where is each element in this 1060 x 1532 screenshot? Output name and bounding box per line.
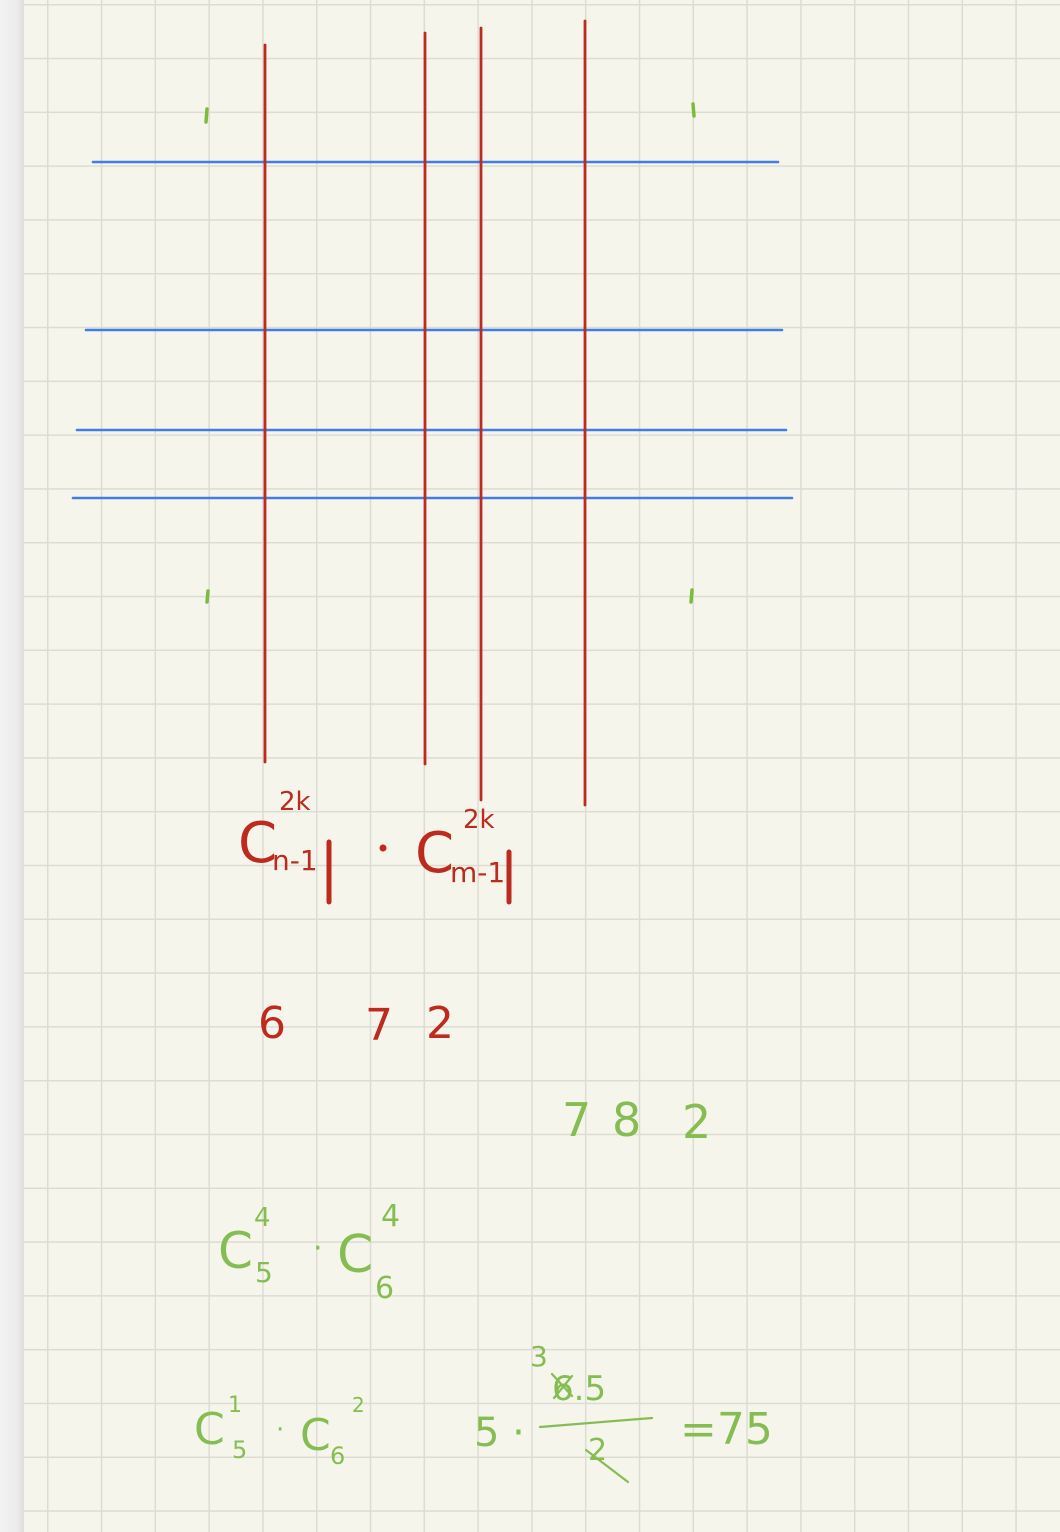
red-digit: 2 (426, 998, 454, 1049)
green-sup-left: 4 (254, 1203, 271, 1233)
green-digit: 7 (562, 1093, 591, 1147)
green-binomial-expression-2: C 1 5 · C 2 6 (194, 1393, 365, 1470)
green-sup-right: 2 (352, 1393, 365, 1417)
corner-mark (204, 107, 209, 124)
red-c-right: C (415, 821, 454, 886)
calc-result: =75 (680, 1404, 773, 1455)
green-dot: · (313, 1231, 323, 1266)
red-sub-right: m-1 (450, 856, 505, 889)
red-sup-right: 2k (463, 805, 495, 835)
green-c-left: C (194, 1404, 225, 1455)
green-c-right: C (337, 1225, 373, 1285)
grid-paper (24, 0, 1060, 1532)
red-digit: 6 (258, 998, 286, 1049)
green-sup-left: 1 (228, 1393, 242, 1418)
red-vertical-lines (263, 19, 587, 807)
page-gutter (0, 0, 24, 1532)
calc-denominator-cancel (584, 1448, 630, 1484)
calc-denominator: 2 (588, 1433, 607, 1468)
green-sub-right: 6 (375, 1271, 394, 1306)
green-sub-right: 6 (330, 1442, 345, 1470)
green-dot: · (276, 1415, 284, 1445)
red-sub-left: n-1 (272, 844, 318, 877)
corner-mark (691, 102, 696, 118)
green-binomial-expression-1: C 4 5 · C 4 6 (218, 1199, 400, 1306)
red-number-row: 6 7 2 (258, 998, 454, 1051)
calc-lead: 5 · (474, 1410, 525, 1456)
corner-mark (205, 589, 210, 604)
green-corner-marks (204, 102, 696, 604)
red-c-left: C (238, 811, 277, 876)
red-digit: 7 (365, 1000, 393, 1051)
green-number-row: 7 8 2 (562, 1093, 711, 1149)
calc-cancel-value: 3 (530, 1340, 548, 1373)
green-sub-left: 5 (232, 1436, 247, 1464)
green-calculation: 5 · 3 6.5 2 =75 (474, 1340, 773, 1484)
red-binomial-expression: C 2k n-1 C 2k m-1 (238, 787, 512, 905)
red-dot (379, 844, 387, 852)
red-sup-left: 2k (279, 787, 311, 817)
green-c-right: C (300, 1410, 331, 1461)
green-digit: 8 (612, 1093, 641, 1147)
blue-horizontal-lines (71, 160, 794, 500)
green-digit: 2 (682, 1095, 711, 1149)
green-c-left: C (218, 1222, 253, 1280)
calc-cancel-mark (550, 1372, 574, 1400)
green-sub-left: 5 (255, 1256, 273, 1289)
green-sup-right: 4 (381, 1199, 400, 1234)
corner-mark (689, 588, 694, 604)
calc-fraction-bar (538, 1416, 654, 1429)
